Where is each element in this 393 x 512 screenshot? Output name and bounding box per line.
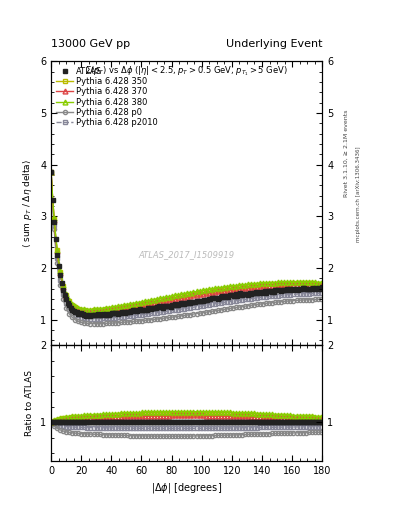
Pythia 6.428 370 [312, 282, 317, 288]
Pythia 6.428 380 [320, 280, 325, 286]
Pythia 6.428 p2010 [53, 241, 58, 247]
Line: Pythia 6.428 370: Pythia 6.428 370 [49, 170, 325, 314]
Pythia 6.428 p0 [53, 245, 58, 251]
Pythia 6.428 350 [86, 308, 91, 314]
Pythia 6.428 p2010 [153, 310, 158, 316]
Pythia 6.428 350 [291, 281, 296, 287]
Y-axis label: Ratio to ATLAS: Ratio to ATLAS [26, 370, 35, 436]
X-axis label: $|\Delta\phi|$ [degrees]: $|\Delta\phi|$ [degrees] [151, 481, 222, 495]
ATLAS [53, 236, 58, 242]
Pythia 6.428 p2010 [291, 291, 296, 297]
Line: ATLAS: ATLAS [49, 169, 325, 318]
Text: mcplots.cern.ch [arXiv:1306.3436]: mcplots.cern.ch [arXiv:1306.3436] [356, 147, 361, 242]
ATLAS [106, 312, 111, 318]
ATLAS [49, 169, 53, 175]
Pythia 6.428 350 [53, 233, 58, 239]
Pythia 6.428 380 [106, 305, 111, 311]
Pythia 6.428 p0 [291, 297, 296, 304]
Pythia 6.428 380 [81, 306, 85, 312]
Pythia 6.428 p0 [49, 169, 53, 176]
Pythia 6.428 350 [81, 307, 85, 313]
Pythia 6.428 p0 [153, 316, 158, 322]
Pythia 6.428 p0 [320, 296, 325, 302]
Y-axis label: $\langle$ sum $p_T$ / $\Delta\eta$ delta$\rangle$: $\langle$ sum $p_T$ / $\Delta\eta$ delta… [22, 159, 35, 248]
Pythia 6.428 p0 [93, 321, 97, 327]
Pythia 6.428 370 [49, 169, 53, 176]
ATLAS [320, 284, 325, 290]
ATLAS [153, 305, 158, 311]
Pythia 6.428 380 [86, 307, 91, 313]
Text: $\Sigma(p_T)$ vs $\Delta\phi$ ($|\eta| < 2.5$, $p_T > 0.5$ GeV, $p_{T_1} > 5$ Ge: $\Sigma(p_T)$ vs $\Delta\phi$ ($|\eta| <… [85, 65, 288, 78]
Pythia 6.428 p2010 [312, 290, 317, 296]
Pythia 6.428 p0 [312, 296, 317, 303]
Pythia 6.428 370 [153, 300, 158, 306]
Pythia 6.428 380 [312, 280, 317, 286]
ATLAS [312, 286, 317, 292]
Pythia 6.428 p0 [81, 319, 85, 326]
Pythia 6.428 p2010 [81, 315, 85, 321]
Pythia 6.428 380 [153, 296, 158, 303]
Line: Pythia 6.428 350: Pythia 6.428 350 [49, 170, 324, 313]
Legend: ATLAS, Pythia 6.428 350, Pythia 6.428 370, Pythia 6.428 380, Pythia 6.428 p0, Py: ATLAS, Pythia 6.428 350, Pythia 6.428 37… [54, 65, 161, 130]
Pythia 6.428 350 [312, 281, 317, 287]
Pythia 6.428 370 [291, 282, 296, 288]
Text: ATLAS_2017_I1509919: ATLAS_2017_I1509919 [139, 250, 235, 259]
Pythia 6.428 370 [320, 282, 325, 288]
Pythia 6.428 370 [53, 234, 58, 240]
Pythia 6.428 380 [49, 169, 53, 176]
Pythia 6.428 370 [106, 307, 111, 313]
Pythia 6.428 p2010 [91, 316, 96, 322]
Pythia 6.428 380 [53, 232, 58, 239]
Text: 13000 GeV pp: 13000 GeV pp [51, 38, 130, 49]
Line: Pythia 6.428 380: Pythia 6.428 380 [49, 170, 325, 312]
Pythia 6.428 350 [320, 281, 325, 287]
ATLAS [81, 311, 85, 317]
Text: Underlying Event: Underlying Event [226, 38, 322, 49]
Pythia 6.428 p2010 [49, 169, 53, 176]
Line: Pythia 6.428 p0: Pythia 6.428 p0 [49, 170, 324, 326]
Pythia 6.428 370 [81, 308, 85, 314]
Pythia 6.428 350 [153, 298, 158, 304]
Pythia 6.428 p2010 [106, 315, 111, 321]
Pythia 6.428 p2010 [320, 290, 325, 296]
Text: Rivet 3.1.10, ≥ 2.1M events: Rivet 3.1.10, ≥ 2.1M events [344, 110, 349, 197]
Pythia 6.428 370 [86, 308, 91, 314]
ATLAS [88, 313, 93, 319]
Pythia 6.428 380 [291, 279, 296, 285]
Pythia 6.428 p0 [106, 320, 111, 326]
Pythia 6.428 350 [49, 169, 53, 176]
ATLAS [291, 287, 296, 293]
Pythia 6.428 350 [106, 306, 111, 312]
Line: Pythia 6.428 p2010: Pythia 6.428 p2010 [49, 170, 324, 321]
